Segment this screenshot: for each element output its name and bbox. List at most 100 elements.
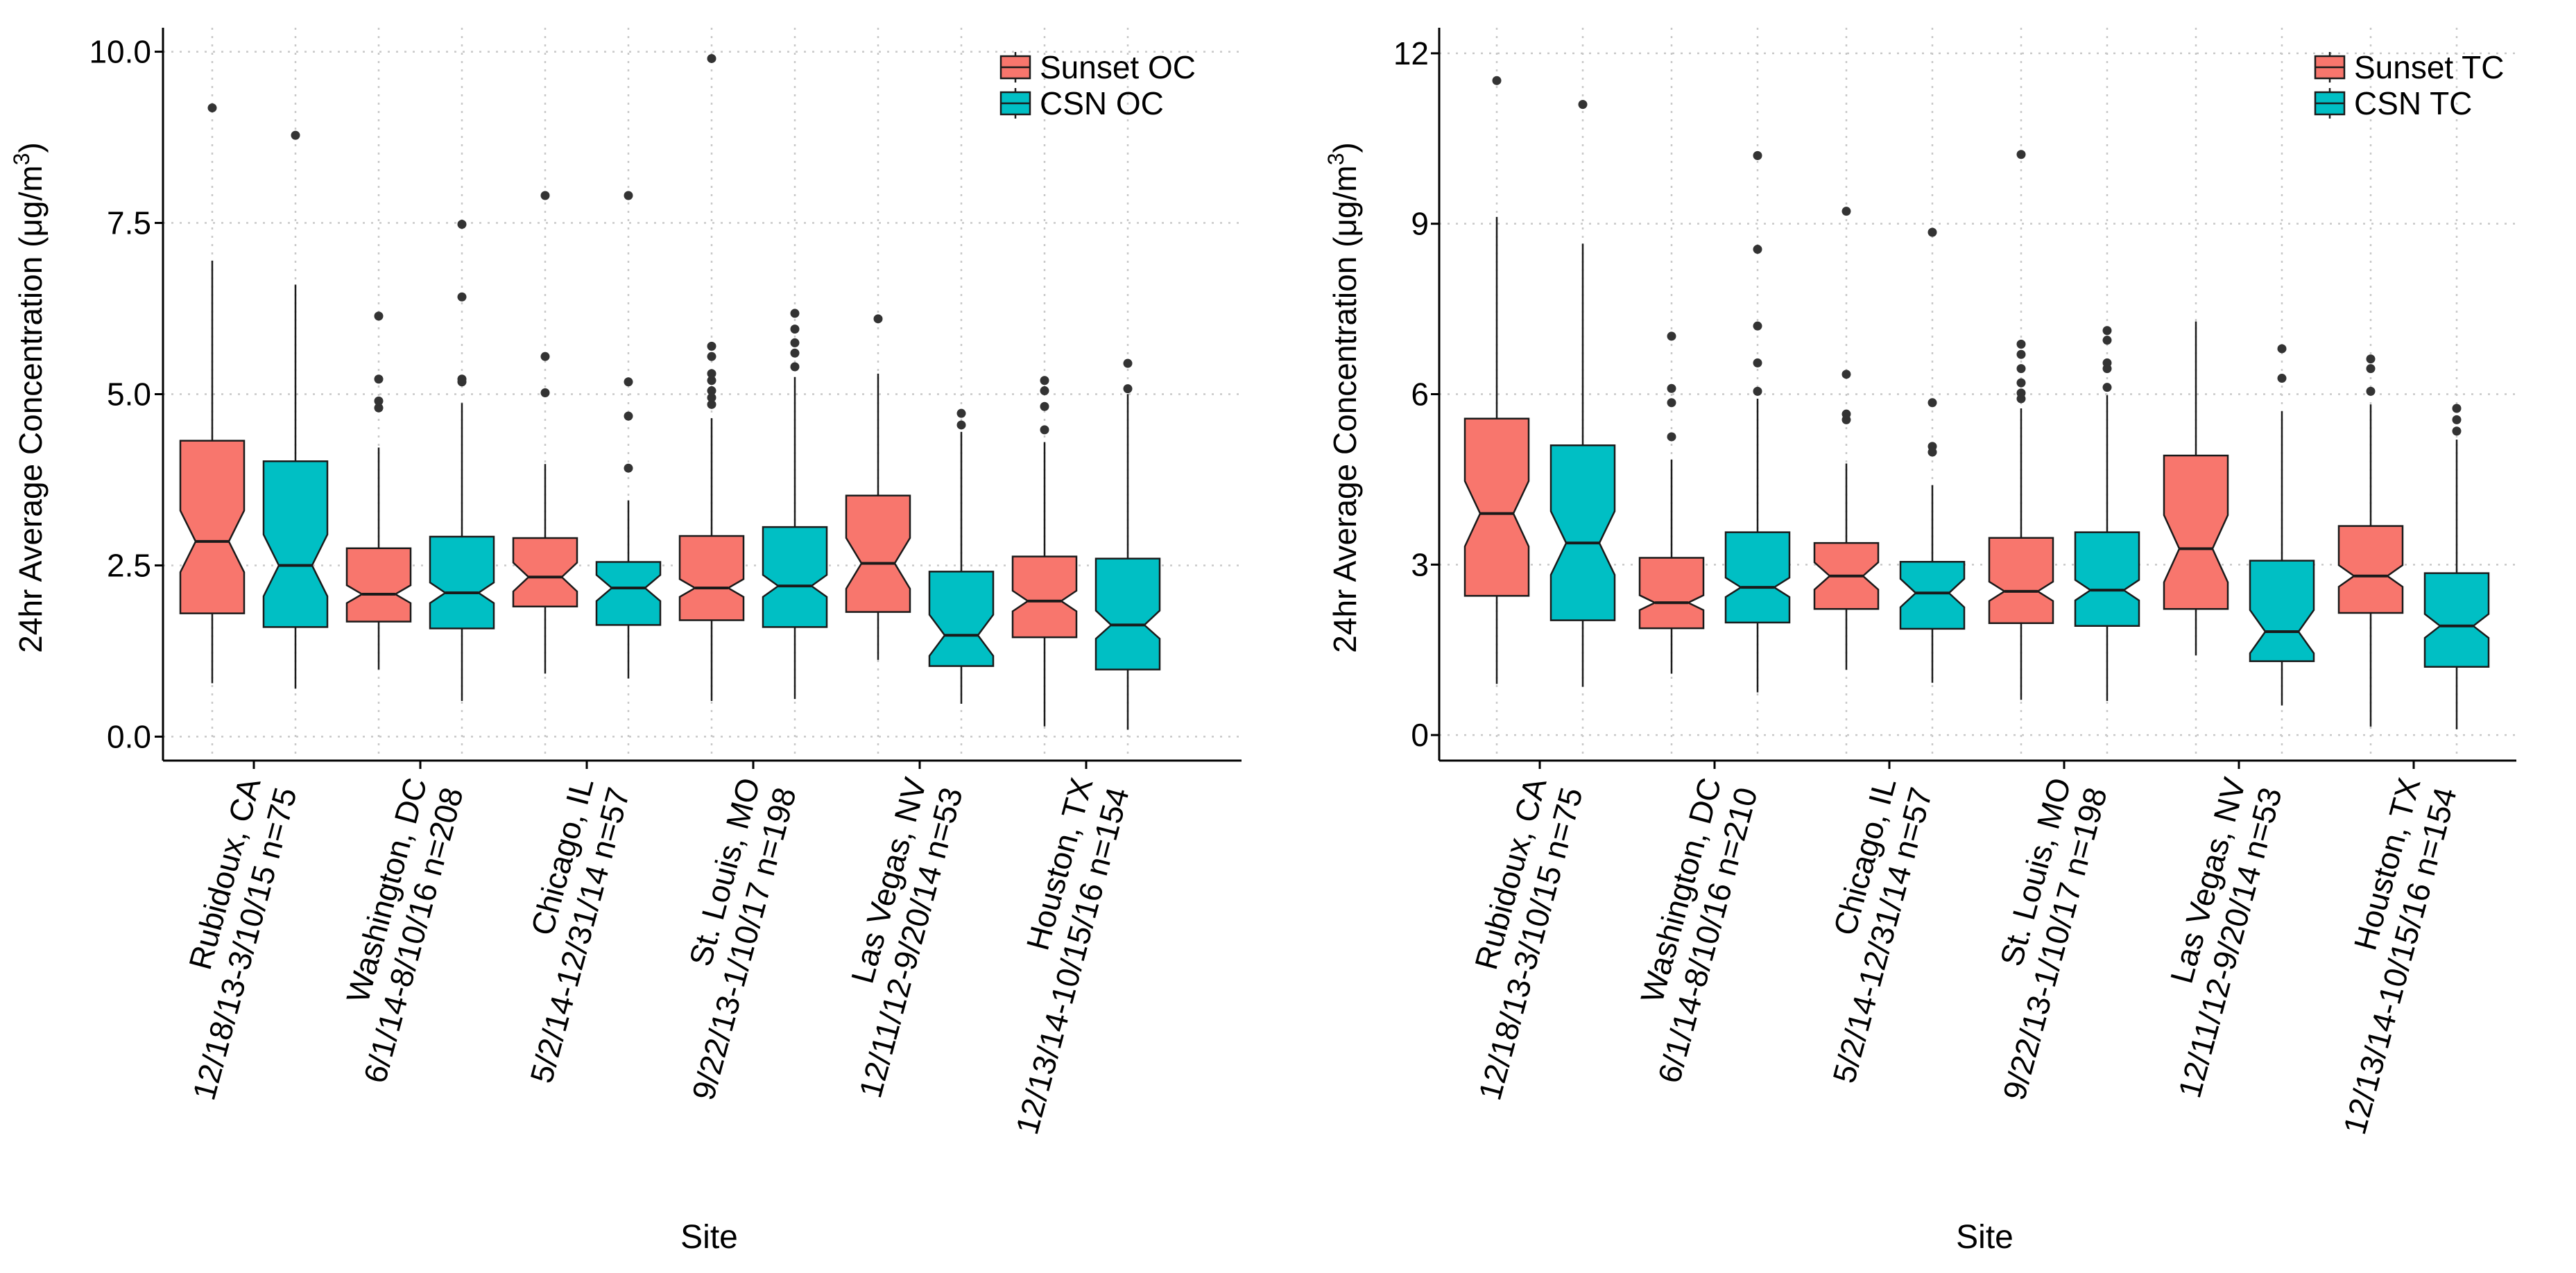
- box-body: [595, 561, 662, 626]
- outlier-point: [624, 463, 633, 473]
- box-csn-tc: [2074, 326, 2140, 701]
- y-axis-title-text: 24hr Average Concentration (: [12, 236, 49, 653]
- outlier-point: [873, 314, 883, 324]
- outlier-point: [1753, 386, 1762, 396]
- box-csn-oc: [928, 408, 995, 704]
- box-sunset-oc: [1011, 376, 1078, 727]
- outlier-point: [1841, 370, 1851, 379]
- outlier-point: [1492, 76, 1502, 85]
- x-tick-label: Las Vegas, NV12/11/12-9/20/14 n=53: [2135, 774, 2289, 1102]
- outlier-point: [1040, 376, 1049, 386]
- outlier-point: [2366, 364, 2376, 374]
- y-tick-label: 7.5: [107, 205, 151, 241]
- outlier-point: [956, 420, 966, 430]
- outlier-point: [2277, 344, 2287, 354]
- outlier-point: [374, 396, 384, 406]
- y-axis-title: 24hr Average Concentration (μg/m3): [9, 142, 49, 652]
- outlier-point: [1667, 331, 1676, 341]
- outlier-point: [707, 369, 716, 379]
- y-tick-label: 2.5: [107, 547, 151, 583]
- box-sunset-tc: [1813, 207, 1880, 670]
- outlier-point: [790, 324, 800, 334]
- x-tick-label: Houston, TX12/13/14-10/15/16 n=154: [2300, 774, 2464, 1138]
- outlier-point: [1841, 207, 1851, 216]
- outlier-point: [374, 403, 384, 413]
- y-axis-title-close: ): [1327, 142, 1363, 153]
- legend-label: CSN OC: [1040, 85, 1164, 121]
- outlier-point: [1667, 432, 1676, 442]
- y-tick-label: 3: [1411, 546, 1429, 582]
- box-body: [1094, 557, 1161, 670]
- box-csn-tc: [1724, 150, 1791, 693]
- outlier-point: [1667, 398, 1676, 408]
- outlier-point: [1667, 383, 1676, 393]
- outlier-point: [707, 392, 716, 402]
- outlier-point: [2016, 349, 2026, 359]
- outlier-point: [2102, 326, 2112, 336]
- box-body: [1724, 531, 1791, 624]
- box-body: [512, 537, 578, 607]
- x-tick-label: St. Louis, MO9/22/13-1/10/17 n=198: [649, 774, 803, 1104]
- outlier-point: [707, 53, 716, 63]
- outlier-point: [1040, 425, 1049, 435]
- box-sunset-oc: [678, 53, 745, 702]
- box-sunset-tc: [2163, 321, 2229, 656]
- box-body: [1638, 557, 1705, 630]
- box-sunset-tc: [1463, 76, 1530, 684]
- outlier-point: [1927, 442, 1937, 451]
- x-tick-label: Washington, DC6/1/14-8/10/16 n=208: [320, 774, 470, 1086]
- outlier-point: [624, 377, 633, 387]
- outlier-point: [2366, 354, 2376, 364]
- outlier-point: [1927, 398, 1937, 408]
- outlier-point: [2016, 388, 2026, 398]
- chart-panel-2: 0 3 6 9 12 Rubidoux, CA12/18/13-3/10/15 n=75 W…: [1323, 28, 2516, 1256]
- legend-item: CSN TC: [2314, 85, 2472, 121]
- x-tick-label: Las Vegas, NV12/11/12-9/20/14 n=53: [816, 774, 970, 1102]
- y-axis-title-close: ): [12, 142, 49, 153]
- outlier-point: [2277, 374, 2287, 383]
- box-body: [1011, 555, 1078, 639]
- outlier-point: [1753, 358, 1762, 367]
- box-body: [845, 494, 911, 613]
- gridlines: [163, 28, 1242, 761]
- x-axis-title: Site: [680, 1219, 738, 1256]
- outlier-point: [1753, 321, 1762, 331]
- box-csn-tc: [1549, 100, 1616, 687]
- box-sunset-oc: [845, 314, 911, 660]
- outlier-point: [540, 191, 550, 200]
- legend-label: Sunset TC: [2354, 49, 2504, 85]
- box-csn-oc: [595, 191, 662, 679]
- y-tick-label: 9: [1411, 206, 1429, 242]
- box-body: [2249, 560, 2315, 662]
- y-tick-label: 5.0: [107, 376, 151, 413]
- x-tick-label: Chicago, IL5/2/14-12/31/14 n=57: [1789, 774, 1939, 1086]
- outlier-point: [2452, 404, 2462, 413]
- outlier-point: [2102, 383, 2112, 392]
- x-tick-label: Rubidoux, CA12/18/13-3/10/15 n=75: [1435, 774, 1590, 1104]
- outlier-point: [457, 292, 467, 302]
- x-tick-label: Washington, DC6/1/14-8/10/16 n=210: [1615, 774, 1764, 1086]
- box-csn-oc: [1094, 358, 1161, 730]
- box-body: [2337, 525, 2404, 614]
- outlier-point: [707, 399, 716, 409]
- y-axis-title-text: 24hr Average Concentration (: [1327, 236, 1363, 653]
- outlier-point: [457, 374, 467, 384]
- box-body: [928, 571, 995, 667]
- legend-item: Sunset OC: [999, 49, 1196, 85]
- legend-label: Sunset OC: [1040, 49, 1196, 85]
- outlier-point: [374, 374, 384, 384]
- outlier-point: [790, 348, 800, 358]
- outlier-point: [790, 309, 800, 318]
- outlier-point: [2016, 150, 2026, 159]
- outlier-point: [2452, 415, 2462, 424]
- y-axis-title-mu: μ: [1327, 218, 1363, 237]
- y-axis-title-unit: g/m: [1327, 165, 1363, 218]
- outlier-point: [1927, 227, 1937, 237]
- outlier-point: [956, 408, 966, 418]
- outlier-point: [707, 352, 716, 361]
- box-body: [678, 535, 745, 621]
- box-sunset-oc: [345, 311, 412, 670]
- box-body: [262, 460, 329, 628]
